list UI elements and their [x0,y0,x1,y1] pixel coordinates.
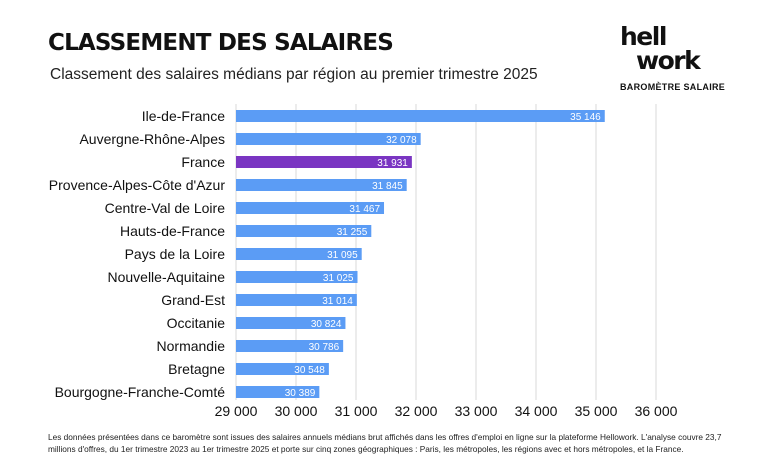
bar-value-label: 31 931 [377,158,408,169]
x-tick-label: 29 000 [215,403,258,419]
chart-subtitle: Classement des salaires médians par régi… [50,66,538,83]
bar [236,179,407,191]
category-label: Centre-Val de Loire [105,200,226,216]
hellowork-logo: hell work BAROMÈTRE SALAIRE [612,24,732,96]
bar-value-label: 31 255 [337,227,368,238]
x-tick-label: 34 000 [515,403,558,419]
category-label: Occitanie [167,315,226,331]
x-tick-label: 35 000 [575,403,618,419]
logo-word-line2: work [636,46,701,75]
category-label: Ile-de-France [142,108,225,124]
x-tick-label: 32 000 [395,403,438,419]
bar [236,156,412,168]
bar [236,248,362,260]
salary-bar-chart: 35 146 32 078 31 931 31 845 31 467 31 255 31 0… [49,104,678,419]
category-label: Bretagne [168,361,225,377]
category-label: Auvergne-Rhône-Alpes [79,131,225,147]
bar [236,294,357,306]
category-label: Hauts-de-France [120,223,225,239]
footnote: Les données présentées dans ce baromètre… [48,432,722,454]
category-label: France [181,154,225,170]
x-tick-label: 30 000 [275,403,318,419]
category-label: Normandie [157,338,226,354]
x-tick-label: 33 000 [455,403,498,419]
bar-value-label: 31 025 [323,273,354,284]
category-labels: Ile-de-France Auvergne-Rhône-Alpes France P… [49,108,226,400]
bar-value-label: 31 095 [327,250,358,261]
category-label: Nouvelle-Aquitaine [107,269,225,285]
logo-tagline: BAROMÈTRE SALAIRE [620,82,726,92]
bar [236,363,329,375]
bar-value-label: 30 548 [294,365,325,376]
bar [236,133,421,145]
x-axis-ticks: 29 000 30 000 31 000 32 000 33 000 34 000 35 0… [215,403,678,419]
bar [236,202,385,214]
x-tick-label: 31 000 [335,403,378,419]
bar [236,340,344,352]
bar-value-label: 31 845 [372,181,403,192]
bar [236,271,358,283]
bar-value-label: 35 146 [570,112,601,123]
bars: 35 146 32 078 31 931 31 845 31 467 31 255 31 0… [236,110,605,399]
bar [236,225,372,237]
bar-value-label: 30 824 [311,319,342,330]
page-title: CLASSEMENT DES SALAIRES [48,30,394,56]
logo-word-line1: hell [620,22,667,51]
category-label: Provence-Alpes-Côte d'Azur [49,177,226,193]
category-label: Bourgogne-Franche-Comté [55,384,226,400]
bar-value-label: 31 467 [349,204,380,215]
bar-value-label: 30 389 [285,388,316,399]
bar [236,110,605,122]
x-tick-label: 36 000 [635,403,678,419]
category-label: Grand-Est [161,292,225,308]
bar-value-label: 31 014 [322,296,353,307]
bar-value-label: 32 078 [386,135,417,146]
bar [236,386,320,398]
bar-value-label: 30 786 [309,342,340,353]
bar [236,317,346,329]
category-label: Pays de la Loire [125,246,226,262]
